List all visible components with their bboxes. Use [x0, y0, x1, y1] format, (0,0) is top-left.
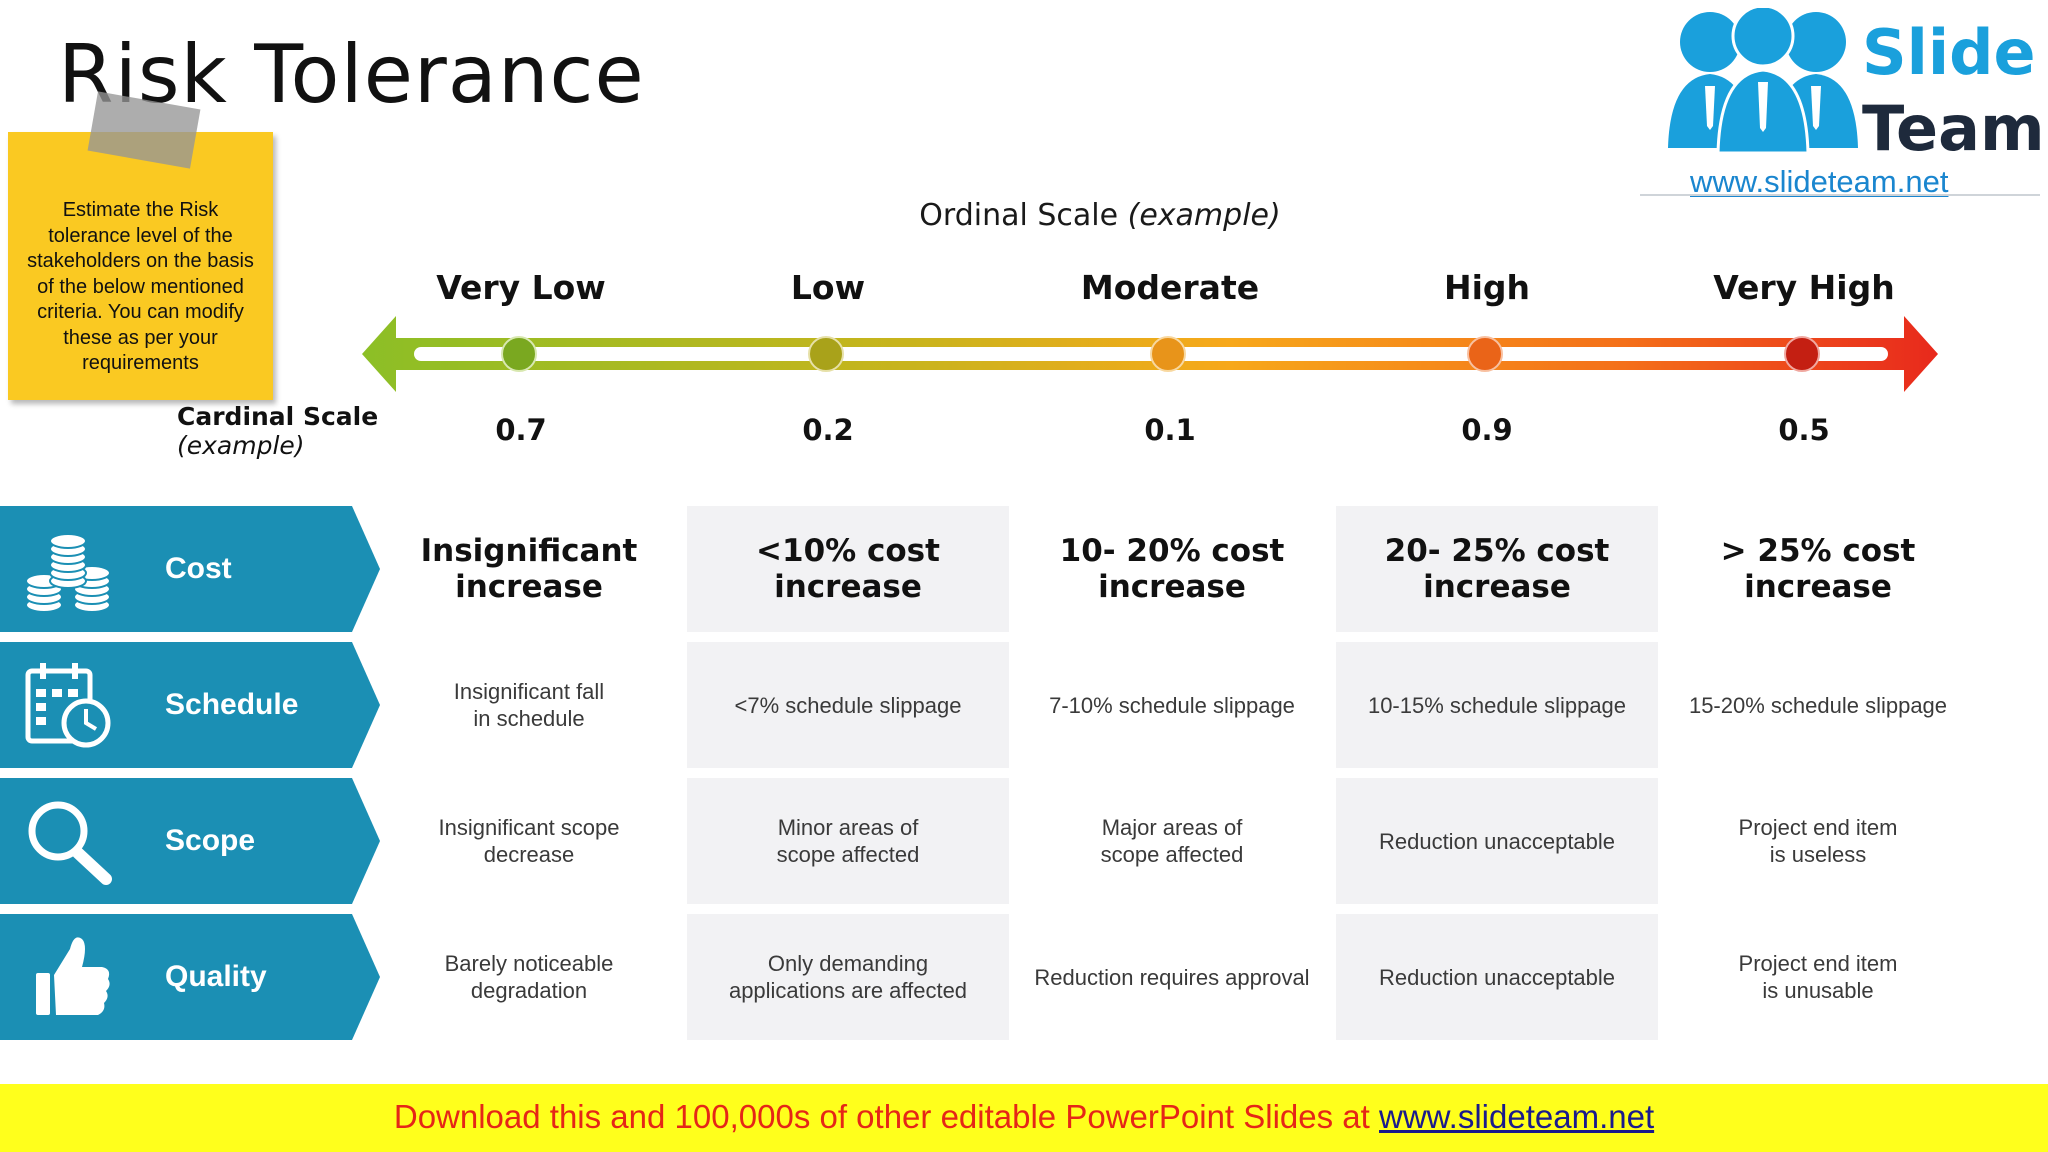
- quality-cell-very-low: Barely noticeable degradation: [444, 951, 614, 1003]
- logo-divider: [1640, 194, 2040, 196]
- coins-icon: [25, 533, 111, 613]
- schedule-cell-moderate: 7-10% schedule slippage: [1049, 692, 1295, 718]
- level-label-very-high: Very High: [1713, 268, 1895, 307]
- row-label-cost-text: Cost: [165, 552, 232, 585]
- risk-scale-arrow: [362, 316, 1938, 392]
- download-banner-message: Download this and 100,000s of other edit…: [393, 1098, 1379, 1135]
- download-banner-link[interactable]: www.slideteam.net: [1379, 1098, 1655, 1135]
- cost-cell-very-high: > 25% cost increase: [1720, 533, 1916, 605]
- row-label-scope-text: Scope: [165, 824, 256, 857]
- magnifier-icon: [28, 801, 112, 885]
- level-label-low: Low: [790, 268, 866, 307]
- level-dot-moderate: [1150, 336, 1186, 372]
- level-dot-low: [808, 336, 844, 372]
- scope-cell-very-low: Insignificant scope decrease: [438, 815, 620, 867]
- level-dot-very-low: [501, 336, 537, 372]
- scope-cell-low: Minor areas of scope affected: [687, 778, 1009, 904]
- cost-cell-high: 20- 25% cost increase: [1336, 506, 1658, 632]
- logo-word-team: Team: [1862, 92, 2045, 165]
- ordinal-scale-suffix: (example): [1127, 198, 1281, 233]
- level-label-high: High: [1443, 268, 1531, 307]
- schedule-cell-low: <7% schedule slippage: [687, 642, 1009, 768]
- calendar-clock-icon: [25, 663, 111, 748]
- cardinal-value-very-high: 0.5: [1778, 413, 1830, 447]
- level-label-moderate: Moderate: [1080, 268, 1260, 307]
- row-label-scope: Scope: [0, 778, 382, 904]
- quality-cell-very-high: Project end item is unusable: [1738, 951, 1898, 1003]
- cardinal-value-moderate: 0.1: [1144, 413, 1196, 447]
- thumbs-up-icon: [36, 937, 110, 1015]
- download-banner-text: Download this and 100,000s of other edit…: [0, 1098, 2048, 1136]
- quality-cell-high: Reduction unacceptable: [1336, 914, 1658, 1040]
- people-logo-icon: [1668, 8, 1858, 155]
- quality-cell-moderate: Reduction requires approval: [1034, 964, 1310, 990]
- cardinal-value-very-low: 0.7: [495, 413, 547, 447]
- cardinal-scale-suffix: (example): [177, 431, 305, 460]
- quality-cell-low: Only demanding applications are affected: [687, 914, 1009, 1040]
- schedule-cell-very-high: 15-20% schedule slippage: [1688, 692, 1948, 718]
- scope-cell-high: Reduction unacceptable: [1336, 778, 1658, 904]
- cardinal-scale-label: Cardinal Scale (example): [177, 402, 378, 460]
- schedule-cell-very-low: Insignificant fall in schedule: [453, 679, 605, 731]
- level-dot-high: [1467, 336, 1503, 372]
- slideteam-logo[interactable]: Slide Team www.slideteam.net: [1640, 6, 2045, 199]
- row-label-quality: Quality: [0, 914, 382, 1040]
- level-label-very-low: Very Low: [436, 268, 606, 307]
- sticky-note: Estimate the Risk tolerance level of the…: [8, 132, 273, 400]
- cost-cell-low: <10% cost increase: [687, 506, 1009, 632]
- ordinal-scale-label: Ordinal Scale (example): [900, 198, 1300, 233]
- scope-cell-very-high: Project end item is useless: [1738, 815, 1898, 867]
- row-label-schedule: Schedule: [0, 642, 382, 768]
- ordinal-scale-title: Ordinal Scale: [919, 198, 1119, 233]
- cost-cell-very-low: Insignificant increase: [420, 533, 638, 605]
- scope-cell-moderate: Major areas of scope affected: [1100, 815, 1244, 867]
- cardinal-value-low: 0.2: [802, 413, 854, 447]
- logo-url-link[interactable]: www.slideteam.net: [1690, 164, 1949, 199]
- row-label-cost: Cost: [0, 506, 382, 632]
- level-dot-very-high: [1784, 336, 1820, 372]
- cardinal-value-high: 0.9: [1461, 413, 1513, 447]
- row-label-schedule-text: Schedule: [165, 688, 299, 721]
- download-banner: Download this and 100,000s of other edit…: [0, 1084, 2048, 1152]
- logo-word-slide: Slide: [1862, 16, 2036, 89]
- cost-cell-moderate: 10- 20% cost increase: [1059, 533, 1285, 605]
- row-label-quality-text: Quality: [165, 960, 267, 993]
- schedule-cell-high: 10-15% schedule slippage: [1336, 642, 1658, 768]
- cardinal-scale-title: Cardinal Scale: [177, 402, 379, 431]
- sticky-note-text: Estimate the Risk tolerance level of the…: [27, 199, 254, 374]
